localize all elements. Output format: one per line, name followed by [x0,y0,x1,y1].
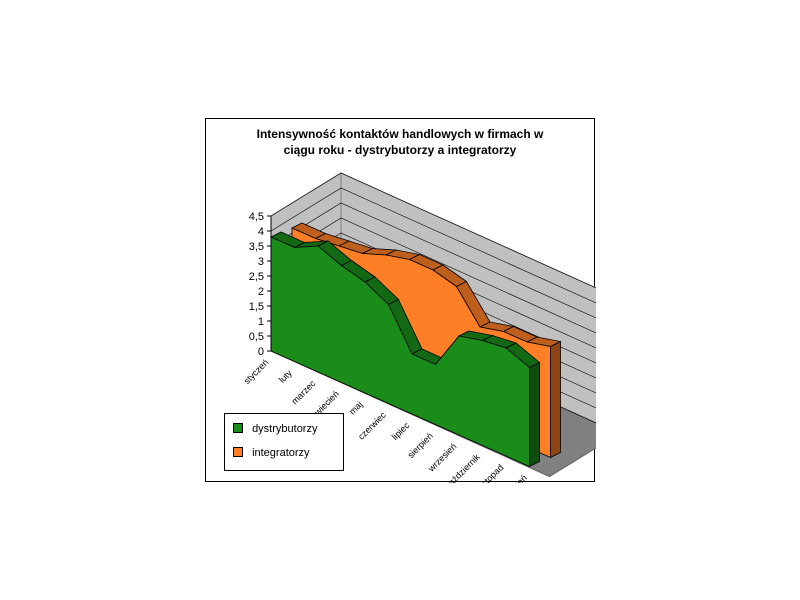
y-tick-label: 4 [258,226,264,238]
legend-swatch-dystrybutorzy [233,423,243,434]
chart-title: Intensywność kontaktów handlowych w firm… [206,126,594,158]
chart-title-line-1: Intensywność kontaktów handlowych w firm… [256,127,544,141]
x-tick-label: czerwiec [356,409,388,441]
legend-label-integratorzy: integratorzy [252,447,310,459]
gridline [270,187,596,304]
gridline [270,172,596,289]
y-tick-label: 4,5 [249,211,264,223]
y-tick-label: 1,5 [249,301,264,313]
x-tick-label: grudzień [497,473,528,483]
y-axis-ticks: 0 0,5 1 1,5 2 2,5 3 3,5 4 4,5 [249,211,272,358]
y-tick-label: 1 [258,316,264,328]
series-side [550,340,561,459]
chart-frame: Intensywność kontaktów handlowych w firm… [205,118,596,483]
series-layer [270,222,562,468]
y-tick-label: 2,5 [249,271,264,283]
y-tick-label: 0 [258,346,264,358]
x-tick-label: wrzesień [426,441,459,474]
plot-area: 00,511,522,533,544,5 styczeń lutymarzeckw… [242,172,596,483]
y-tick-label: 2 [258,286,264,298]
legend-swatch-integratorzy [233,447,243,458]
x-tick-label: marzec [289,378,317,406]
legend-item-integratorzy: integratorzy [233,446,310,460]
x-tick-label: lipiec [390,420,412,442]
series-side [529,361,540,468]
legend: dystrybutorzy integratorzy [224,413,344,471]
y-tick-label: 0,5 [249,331,264,343]
legend-item-dystrybutorzy: dystrybutorzy [233,422,317,436]
x-tick-label: sierpień [406,431,435,460]
x-tick-label: styczeń [242,357,271,386]
y-tick-label: 3 [258,256,264,268]
y-tick-label: 3,5 [249,241,264,253]
legend-label-dystrybutorzy: dystrybutorzy [252,423,318,435]
series-dystrybutorzy [270,231,541,468]
chart-title-line-2: ciągu roku - dystrybutorzy a integratorz… [283,143,517,157]
x-tick-label: maj [347,399,364,416]
series-front [270,236,530,468]
x-tick-label: luty [277,367,294,384]
x-tick-label: listopad [476,462,505,483]
